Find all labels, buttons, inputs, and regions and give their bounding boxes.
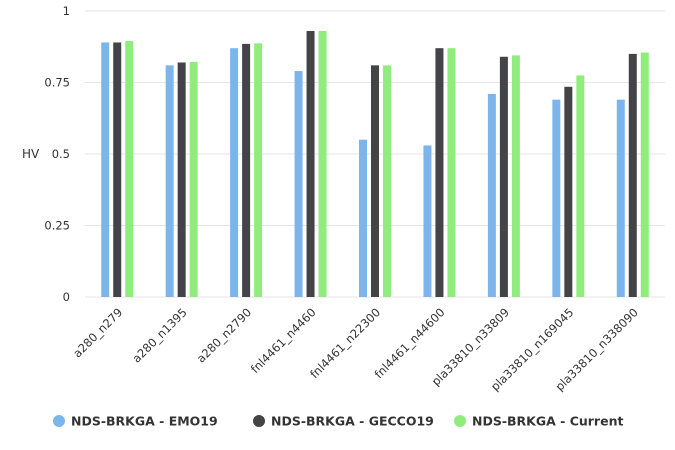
x-tick-label: a280_n1395 <box>129 305 189 365</box>
legend-marker <box>454 415 466 427</box>
bar[interactable] <box>552 99 561 297</box>
x-tick-label: a280_n2790 <box>194 305 254 365</box>
y-tick-label: 0.75 <box>44 76 70 90</box>
bar[interactable] <box>628 53 637 298</box>
bar[interactable] <box>359 139 367 297</box>
y-axis: 0 0.25 0.5 0.75 1 HV <box>22 4 70 304</box>
bar[interactable] <box>576 75 585 297</box>
bar[interactable] <box>113 42 122 298</box>
bar[interactable] <box>242 43 251 297</box>
bar[interactable] <box>230 48 239 298</box>
bar[interactable] <box>511 55 520 297</box>
legend-item[interactable]: NDS-BRKGA - GECCO19 <box>253 414 434 429</box>
bar[interactable] <box>499 56 508 298</box>
bar[interactable] <box>306 31 315 298</box>
bar[interactable] <box>189 61 198 297</box>
bar[interactable] <box>435 48 444 298</box>
legend-item[interactable]: NDS-BRKGA - Current <box>454 414 623 429</box>
bar[interactable] <box>101 42 110 298</box>
legend: NDS-BRKGA - EMO19 NDS-BRKGA - GECCO19 NDS-… <box>53 414 623 429</box>
bar[interactable] <box>423 145 432 297</box>
bar[interactable] <box>125 41 134 297</box>
y-axis-title: HV <box>22 147 40 161</box>
legend-marker <box>53 415 65 427</box>
legend-marker <box>253 415 265 427</box>
bar[interactable] <box>447 48 456 298</box>
bar[interactable] <box>318 31 327 298</box>
y-tick-label: 1 <box>63 4 70 18</box>
bar[interactable] <box>487 93 496 297</box>
legend-label: NDS-BRKGA - EMO19 <box>71 414 218 429</box>
x-tick-label: a280_n279 <box>70 305 125 360</box>
bar[interactable] <box>383 65 391 297</box>
bar[interactable] <box>616 99 625 297</box>
x-axis: a280_n279 a280_n1395 a280_n2790fnl4461_n44… <box>70 305 641 393</box>
bar[interactable] <box>177 62 186 298</box>
bar[interactable] <box>371 65 379 297</box>
bars <box>101 31 649 298</box>
legend-label: NDS-BRKGA - GECCO19 <box>271 414 434 429</box>
bar[interactable] <box>640 52 649 297</box>
legend-item[interactable]: NDS-BRKGA - EMO19 <box>53 414 218 429</box>
y-tick-label: 0 <box>63 290 70 304</box>
bar[interactable] <box>165 65 174 297</box>
y-tick-label: 0.25 <box>44 219 70 233</box>
bar[interactable] <box>564 86 573 297</box>
y-tick-label: 0.5 <box>52 147 70 161</box>
legend-label: NDS-BRKGA - Current <box>472 414 623 429</box>
x-tick-label: fnl4461_n4460 <box>248 305 319 376</box>
bar[interactable] <box>294 71 303 297</box>
bar[interactable] <box>254 43 263 298</box>
